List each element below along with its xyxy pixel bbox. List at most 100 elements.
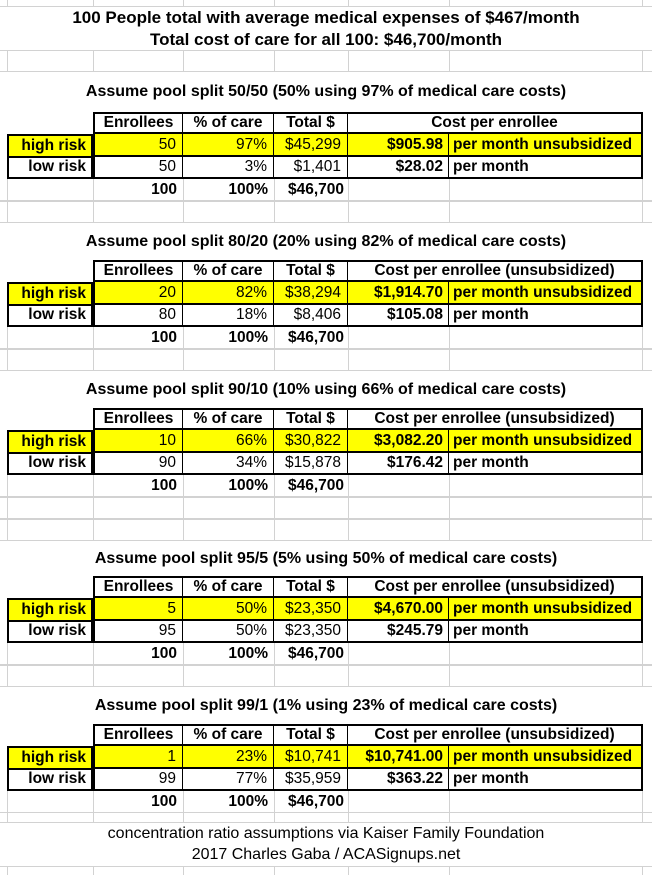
- pool-table-80-20: Enrollees % of care Total $ Cost per enr…: [0, 260, 652, 327]
- label-high-risk: high risk: [9, 284, 91, 306]
- col-header-pct-of-care: % of care: [183, 576, 274, 598]
- cell-high-pct: 82%: [183, 282, 274, 305]
- empty-grid-row: [0, 349, 652, 371]
- cell-low-enrollees: 80: [93, 305, 183, 327]
- total-enrollees: 100: [151, 792, 177, 810]
- total-pct: 100%: [228, 180, 268, 198]
- sheet-title-line1: 100 People total with average medical ex…: [72, 8, 580, 27]
- cell-low-enrollees: 90: [93, 453, 183, 475]
- empty-grid-row: [0, 50, 652, 72]
- total-enrollees: 100: [151, 328, 177, 346]
- total-dollars: $46,700: [287, 792, 344, 810]
- col-header-cost-per-enrollee: Cost per enrollee (unsubsidized): [348, 724, 643, 746]
- cell-high-period: per month unsubsidized: [449, 134, 643, 157]
- cell-low-total: $35,959: [274, 769, 348, 791]
- cell-low-period: per month: [449, 769, 643, 791]
- empty-grid-row: [0, 497, 652, 519]
- cell-low-cost: $176.42: [348, 453, 449, 475]
- cell-low-enrollees: 99: [93, 769, 183, 791]
- cell-high-total: $23,350: [274, 598, 348, 621]
- pool-table-grid: Enrollees % of care Total $ Cost per enr…: [93, 260, 643, 327]
- cell-low-pct: 18%: [183, 305, 274, 327]
- total-enrollees: 100: [151, 644, 177, 662]
- label-high-risk: high risk: [9, 600, 91, 622]
- cell-high-enrollees: 1: [93, 746, 183, 769]
- label-low-risk: low risk: [28, 622, 86, 640]
- section-heading-50-50: Assume pool split 50/50 (50% using 97% o…: [85, 83, 567, 100]
- pool-table-grid: Enrollees % of care Total $ Cost per enr…: [93, 408, 643, 475]
- total-enrollees: 100: [151, 476, 177, 494]
- col-header-total: Total $: [274, 260, 348, 282]
- total-dollars: $46,700: [287, 180, 344, 198]
- totals-row: 100 100% $46,700: [0, 475, 652, 497]
- cell-low-enrollees: 50: [93, 157, 183, 179]
- col-header-total: Total $: [274, 408, 348, 430]
- cell-low-total: $1,401: [274, 157, 348, 179]
- cell-low-cost: $363.22: [348, 769, 449, 791]
- total-pct: 100%: [228, 792, 268, 810]
- total-dollars: $46,700: [287, 328, 344, 346]
- cell-low-pct: 77%: [183, 769, 274, 791]
- empty-grid-row: [0, 813, 652, 823]
- cell-high-cost: $905.98: [348, 134, 449, 157]
- risk-label-box: high risk low risk: [7, 282, 93, 327]
- col-header-pct-of-care: % of care: [183, 260, 274, 282]
- cell-low-pct: 3%: [183, 157, 274, 179]
- label-low-risk: low risk: [28, 306, 86, 324]
- cell-low-period: per month: [449, 157, 643, 179]
- cell-high-pct: 66%: [183, 430, 274, 453]
- col-header-enrollees: Enrollees: [93, 260, 183, 282]
- totals-row: 100 100% $46,700: [0, 791, 652, 813]
- col-header-total: Total $: [274, 576, 348, 598]
- cell-high-total: $38,294: [274, 282, 348, 305]
- cell-low-total: $15,878: [274, 453, 348, 475]
- cell-high-pct: 50%: [183, 598, 274, 621]
- cell-low-cost: $105.08: [348, 305, 449, 327]
- risk-label-box: high risk low risk: [7, 746, 93, 791]
- cell-low-cost: $245.79: [348, 621, 449, 643]
- grid-sliver-top: [0, 0, 652, 7]
- cell-low-period: per month: [449, 305, 643, 327]
- section-heading-99-1: Assume pool split 99/1 (1% using 23% of …: [94, 696, 558, 714]
- label-low-risk: low risk: [28, 158, 86, 176]
- risk-label-box: high risk low risk: [7, 430, 93, 475]
- section-heading-95-5: Assume pool split 95/5 (5% using 50% of …: [94, 549, 558, 567]
- cell-high-total: $30,822: [274, 430, 348, 453]
- total-pct: 100%: [228, 476, 268, 494]
- cell-low-pct: 34%: [183, 453, 274, 475]
- col-header-enrollees: Enrollees: [93, 112, 183, 134]
- cell-low-period: per month: [449, 453, 643, 475]
- col-header-cost-per-enrollee: Cost per enrollee (unsubsidized): [348, 576, 643, 598]
- cell-high-cost: $4,670.00: [348, 598, 449, 621]
- total-pct: 100%: [228, 644, 268, 662]
- total-dollars: $46,700: [287, 476, 344, 494]
- cell-high-enrollees: 10: [93, 430, 183, 453]
- label-high-risk: high risk: [9, 136, 91, 158]
- pool-table-99-1: Enrollees % of care Total $ Cost per enr…: [0, 724, 652, 791]
- cell-high-period: per month unsubsidized: [449, 746, 643, 769]
- label-high-risk: high risk: [9, 748, 91, 770]
- total-pct: 100%: [228, 328, 268, 346]
- col-header-cost-per-enrollee: Cost per enrollee (unsubsidized): [348, 408, 643, 430]
- cell-high-period: per month unsubsidized: [449, 430, 643, 453]
- col-header-enrollees: Enrollees: [93, 724, 183, 746]
- cell-high-pct: 97%: [183, 134, 274, 157]
- cell-high-period: per month unsubsidized: [449, 598, 643, 621]
- col-header-pct-of-care: % of care: [183, 408, 274, 430]
- cell-low-pct: 50%: [183, 621, 274, 643]
- empty-grid-row: [0, 201, 652, 223]
- cell-high-total: $10,741: [274, 746, 348, 769]
- cell-high-cost: $1,914.70: [348, 282, 449, 305]
- cell-high-total: $45,299: [274, 134, 348, 157]
- col-header-total: Total $: [274, 724, 348, 746]
- empty-grid-row: [0, 519, 652, 541]
- pool-table-50-50: Enrollees % of care Total $ Cost per enr…: [0, 112, 652, 179]
- totals-row: 100 100% $46,700: [0, 643, 652, 665]
- label-low-risk: low risk: [28, 454, 86, 472]
- cell-high-enrollees: 5: [93, 598, 183, 621]
- grid-sliver-bottom: [0, 866, 652, 875]
- col-header-pct-of-care: % of care: [183, 724, 274, 746]
- cell-low-cost: $28.02: [348, 157, 449, 179]
- col-header-pct-of-care: % of care: [183, 112, 274, 134]
